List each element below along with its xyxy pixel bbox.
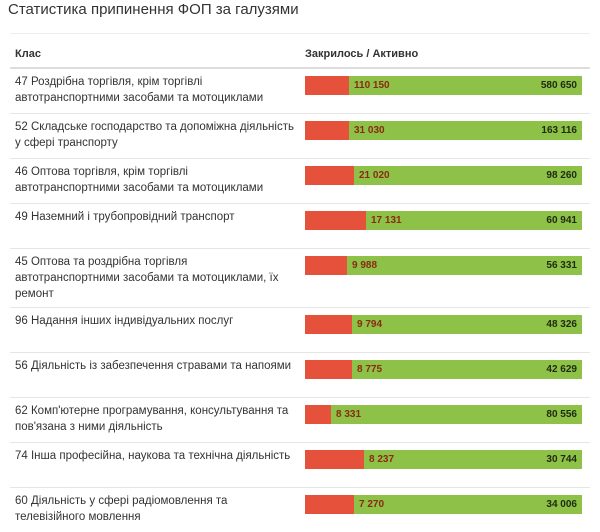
- active-value: 60 941: [546, 213, 577, 229]
- table-row: 96 Надання інших індивідуальних послуг 9…: [10, 308, 590, 353]
- closed-value: 9 794: [357, 317, 382, 333]
- active-value: 163 116: [541, 123, 577, 139]
- closed-value: 9 988: [352, 258, 377, 274]
- closed-value: 110 150: [354, 78, 390, 94]
- table-row: 60 Діяльність у сфері радіомовлення та т…: [10, 488, 590, 532]
- active-bar: 9 794 48 326: [305, 315, 582, 334]
- class-label: 56 Діяльність із забезпечення стравами т…: [10, 353, 300, 398]
- closed-bar: [305, 360, 352, 379]
- bar-cell: 8 775 42 629: [300, 353, 590, 398]
- class-label: 74 Інша професійна, наукова та технічна …: [10, 443, 300, 488]
- table-row: 62 Комп'ютерне програмування, консультув…: [10, 398, 590, 443]
- closed-bar: [305, 121, 349, 140]
- active-value: 80 556: [546, 407, 577, 423]
- page-title: Статистика припинення ФОП за галузями: [8, 1, 299, 18]
- bar-cell: 31 030 163 116: [300, 114, 590, 159]
- closed-value: 31 030: [354, 123, 385, 139]
- active-bar: 8 331 80 556: [305, 405, 582, 424]
- active-value: 580 650: [541, 78, 577, 94]
- active-bar: 8 237 30 744: [305, 450, 582, 469]
- active-value: 56 331: [546, 258, 577, 274]
- active-bar: 8 775 42 629: [305, 360, 582, 379]
- active-value: 42 629: [546, 362, 577, 378]
- table-row: 49 Наземний і трубопровідний транспорт 1…: [10, 204, 590, 249]
- closed-value: 7 270: [359, 497, 384, 513]
- bar-cell: 21 020 98 260: [300, 159, 590, 204]
- table-row: 74 Інша професійна, наукова та технічна …: [10, 443, 590, 488]
- bar-cell: 7 270 34 006: [300, 488, 590, 532]
- class-label: 47 Роздрібна торгівля, крім торгівлі авт…: [10, 68, 300, 114]
- active-bar: 7 270 34 006: [305, 495, 582, 514]
- bar-cell: 9 988 56 331: [300, 249, 590, 308]
- class-label: 96 Надання інших індивідуальних послуг: [10, 308, 300, 353]
- bar-cell: 9 794 48 326: [300, 308, 590, 353]
- closed-bar: [305, 211, 366, 230]
- closed-bar: [305, 256, 347, 275]
- table-row: 56 Діяльність із забезпечення стравами т…: [10, 353, 590, 398]
- column-header-class: Клас: [10, 42, 300, 68]
- table-row: 46 Оптова торгівля, крім торгівлі автотр…: [10, 159, 590, 204]
- closed-bar: [305, 495, 354, 514]
- closed-value: 8 331: [336, 407, 361, 423]
- active-bar: 9 988 56 331: [305, 256, 582, 275]
- table-row: 45 Оптова та роздрібна торгівля автотран…: [10, 249, 590, 308]
- active-bar: 31 030 163 116: [305, 121, 582, 140]
- table-row: 47 Роздрібна торгівля, крім торгівлі авт…: [10, 68, 590, 114]
- active-value: 34 006: [546, 497, 577, 513]
- class-label: 45 Оптова та роздрібна торгівля автотран…: [10, 249, 300, 308]
- industry-table: Клас Закрилось / Активно 47 Роздрібна то…: [10, 42, 590, 532]
- bar-cell: 8 331 80 556: [300, 398, 590, 443]
- class-label: 49 Наземний і трубопровідний транспорт: [10, 204, 300, 249]
- class-label: 46 Оптова торгівля, крім торгівлі автотр…: [10, 159, 300, 204]
- column-header-closed-active: Закрилось / Активно: [300, 42, 590, 68]
- active-value: 48 326: [546, 317, 577, 333]
- closed-value: 8 775: [357, 362, 382, 378]
- class-label: 52 Складське господарство та допоміжна д…: [10, 114, 300, 159]
- active-value: 98 260: [546, 168, 577, 184]
- active-bar: 21 020 98 260: [305, 166, 582, 185]
- closed-bar: [305, 76, 349, 95]
- active-bar: 110 150 580 650: [305, 76, 582, 95]
- closed-bar: [305, 450, 364, 469]
- bar-cell: 110 150 580 650: [300, 68, 590, 114]
- closed-bar: [305, 405, 331, 424]
- closed-value: 21 020: [359, 168, 390, 184]
- class-label: 62 Комп'ютерне програмування, консультув…: [10, 398, 300, 443]
- active-value: 30 744: [546, 452, 577, 468]
- bar-cell: 8 237 30 744: [300, 443, 590, 488]
- bar-cell: 17 131 60 941: [300, 204, 590, 249]
- active-bar: 17 131 60 941: [305, 211, 582, 230]
- class-label: 60 Діяльність у сфері радіомовлення та т…: [10, 488, 300, 532]
- closed-value: 17 131: [371, 213, 402, 229]
- closed-bar: [305, 315, 352, 334]
- closed-bar: [305, 166, 354, 185]
- divider: [10, 33, 590, 34]
- closed-value: 8 237: [369, 452, 394, 468]
- table-row: 52 Складське господарство та допоміжна д…: [10, 114, 590, 159]
